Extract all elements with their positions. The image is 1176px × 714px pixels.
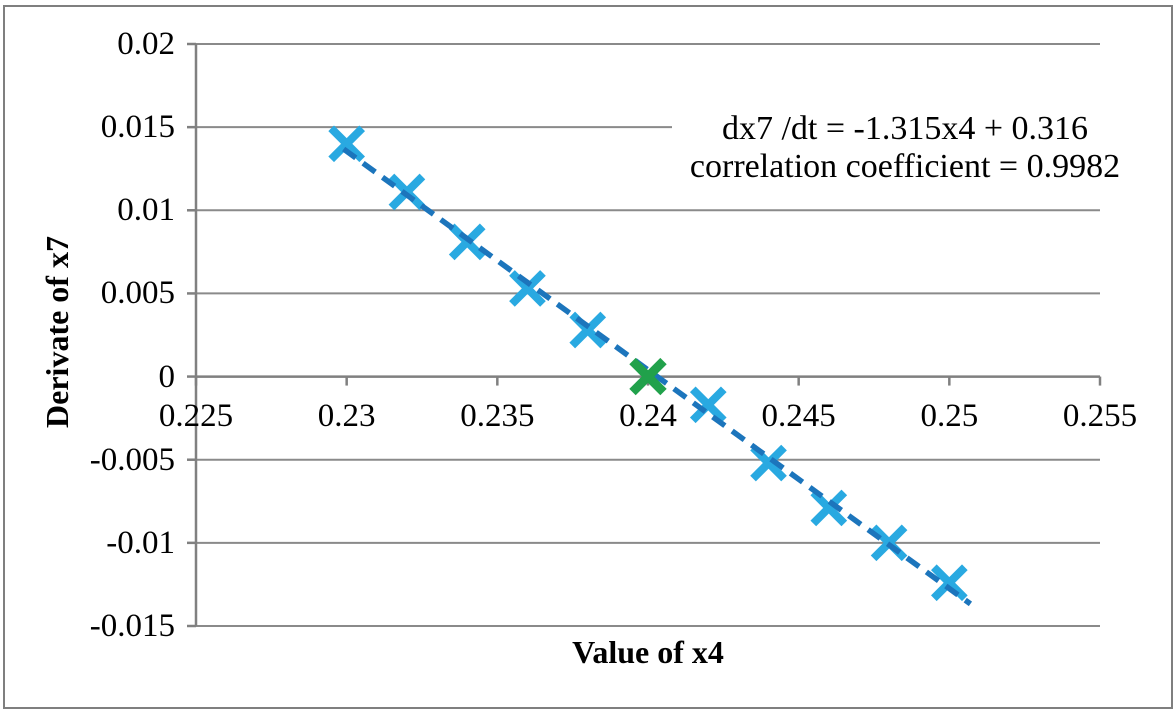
data-point-marker	[689, 386, 727, 424]
data-point-marker	[810, 489, 848, 527]
y-tick-label: 0	[158, 358, 176, 395]
y-tick-label: -0.015	[89, 608, 175, 644]
x-tick-label: 0.25	[920, 398, 979, 434]
data-point-marker	[509, 270, 546, 307]
equation-text: dx7 /dt = -1.315x4 + 0.316	[721, 110, 1089, 147]
y-tick-label: 0.005	[100, 275, 175, 312]
trendline	[342, 146, 973, 607]
y-tick-label: -0.01	[106, 524, 175, 561]
x-tick-label: 0.255	[1062, 398, 1138, 434]
y-tick-label: -0.005	[89, 441, 175, 478]
x-tick-label: 0.24	[619, 398, 677, 434]
x-axis-title: Value of x4	[572, 634, 724, 670]
y-tick-label: 0.02	[117, 26, 175, 62]
data-point-marker	[328, 125, 365, 163]
y-tick-label: 0.015	[100, 109, 175, 146]
x-tick-label: 0.235	[460, 398, 535, 434]
x-tick-label: 0.23	[317, 398, 376, 434]
x-tick-label: 0.225	[158, 398, 234, 434]
y-axis-title: Derivate of x7	[39, 236, 75, 428]
chart-border	[3, 5, 1173, 709]
data-point-marker	[931, 564, 968, 602]
data-point-marker	[569, 311, 607, 349]
correlation-text: correlation coefficient = 0.9982	[689, 148, 1121, 185]
trendline-equation-annotation: dx7 /dt = -1.315x4 + 0.316 correlation c…	[672, 110, 1138, 186]
data-point-marker	[750, 444, 787, 482]
y-tick-label: 0.01	[117, 192, 175, 229]
x-tick-label: 0.245	[761, 398, 836, 434]
zero-crossing-marker	[629, 357, 667, 396]
